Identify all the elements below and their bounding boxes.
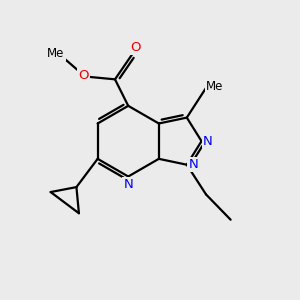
Text: N: N <box>203 135 213 148</box>
Text: O: O <box>130 41 141 54</box>
Text: Me: Me <box>206 80 223 93</box>
Text: N: N <box>188 158 198 171</box>
Text: N: N <box>123 178 133 191</box>
Text: Me: Me <box>47 47 64 60</box>
Text: O: O <box>78 68 89 82</box>
